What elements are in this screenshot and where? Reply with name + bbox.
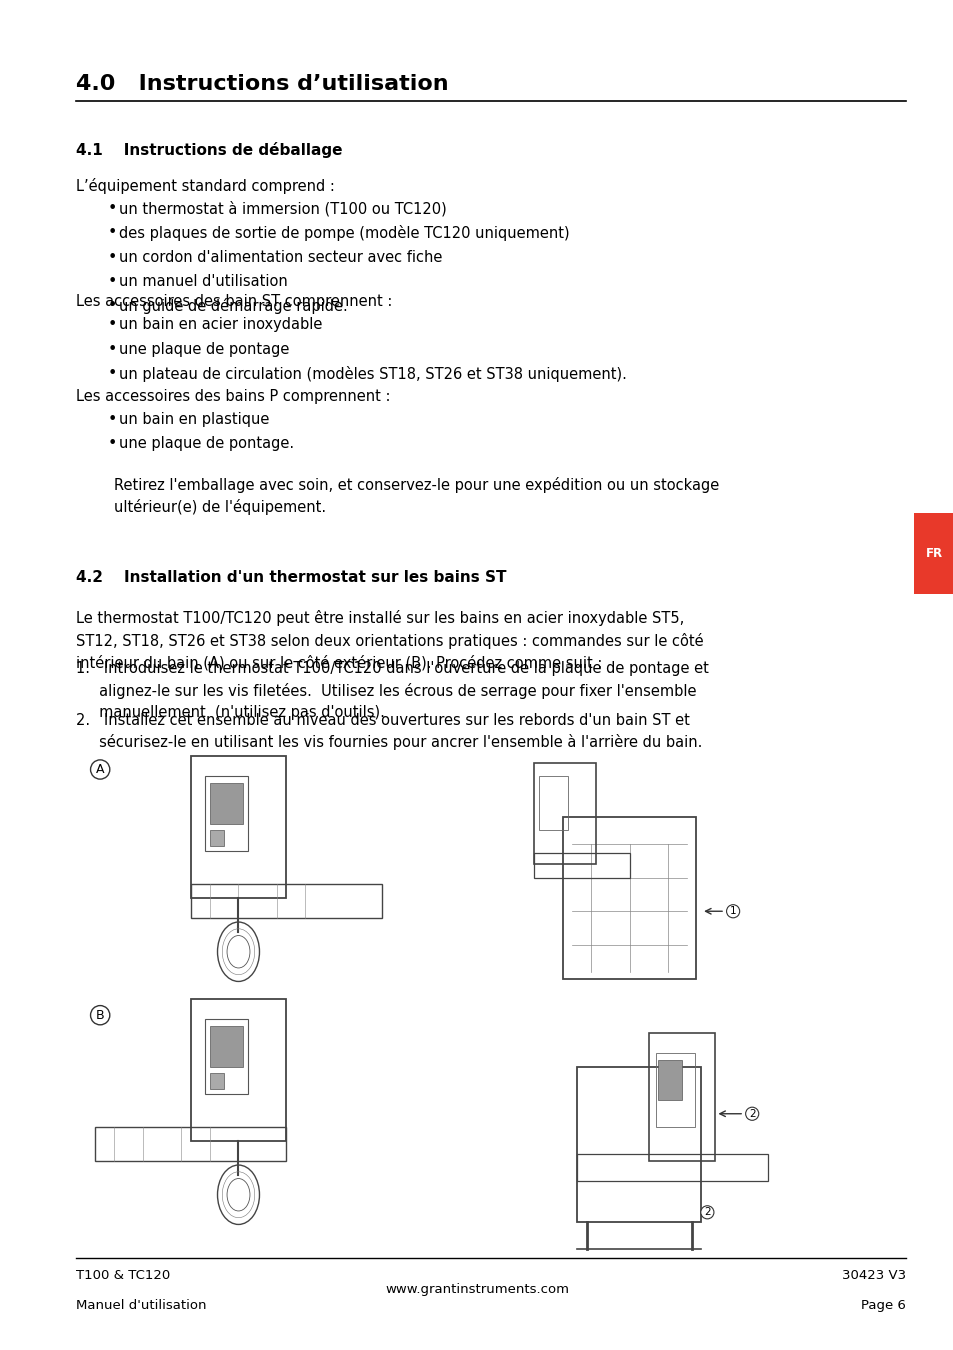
Text: •: • [108, 250, 117, 265]
Text: FR: FR [924, 547, 942, 560]
Text: Page 6: Page 6 [861, 1299, 905, 1312]
Bar [538, 776, 567, 830]
Text: un thermostat à immersion (T100 ou TC120): un thermostat à immersion (T100 ou TC120… [119, 201, 447, 216]
Bar [577, 1066, 700, 1222]
Text: •: • [108, 366, 117, 381]
Text: A: A [96, 763, 104, 776]
Text: Les accessoires des bain ST comprennent :: Les accessoires des bain ST comprennent … [76, 294, 393, 309]
Text: •: • [108, 436, 117, 451]
Text: des plaques de sortie de pompe (modèle TC120 uniquement): des plaques de sortie de pompe (modèle T… [119, 225, 569, 242]
Text: www.grantinstruments.com: www.grantinstruments.com [385, 1282, 568, 1296]
Text: un manuel d'utilisation: un manuel d'utilisation [119, 274, 288, 289]
Bar [95, 1127, 286, 1161]
Text: B: B [95, 1008, 105, 1022]
Text: •: • [108, 342, 117, 356]
Text: 4.2    Installation d'un thermostat sur les bains ST: 4.2 Installation d'un thermostat sur les… [76, 570, 506, 585]
Text: une plaque de pontage.: une plaque de pontage. [119, 436, 294, 451]
Text: Le thermostat T100/TC120 peut être installé sur les bains en acier inoxydable ST: Le thermostat T100/TC120 peut être insta… [76, 610, 703, 671]
Bar [191, 999, 286, 1141]
Bar [648, 1033, 715, 1161]
Bar [210, 1026, 243, 1066]
Text: Les accessoires des bains P comprennent :: Les accessoires des bains P comprennent … [76, 389, 391, 404]
Bar [205, 776, 248, 850]
Bar [658, 1060, 681, 1100]
Text: 2: 2 [748, 1108, 755, 1119]
Bar [534, 853, 629, 878]
Text: •: • [108, 201, 117, 216]
Bar [913, 513, 953, 594]
Bar [562, 817, 696, 979]
Text: •: • [108, 298, 117, 313]
Bar [210, 830, 224, 846]
Bar [191, 884, 381, 918]
Text: •: • [108, 225, 117, 240]
Bar [191, 756, 286, 898]
Text: 1.   Introduisez le thermostat T100/TC120 dans l'ouverture de la plaque de ponta: 1. Introduisez le thermostat T100/TC120 … [76, 662, 708, 720]
Bar [656, 1053, 694, 1127]
Text: T100 & TC120: T100 & TC120 [76, 1269, 171, 1282]
Bar [210, 1073, 224, 1089]
Text: 2.   Installez cet ensemble au niveau des ouvertures sur les rebords d'un bain S: 2. Installez cet ensemble au niveau des … [76, 713, 702, 751]
Text: une plaque de pontage: une plaque de pontage [119, 342, 290, 356]
Text: •: • [108, 412, 117, 427]
Text: L’équipement standard comprend :: L’équipement standard comprend : [76, 178, 335, 194]
Text: 30423 V3: 30423 V3 [841, 1269, 905, 1282]
Text: 2: 2 [703, 1207, 710, 1218]
Text: 4.0   Instructions d’utilisation: 4.0 Instructions d’utilisation [76, 74, 449, 94]
Bar [534, 763, 596, 864]
Text: un plateau de circulation (modèles ST18, ST26 et ST38 uniquement).: un plateau de circulation (modèles ST18,… [119, 366, 626, 382]
Text: 1: 1 [729, 906, 736, 917]
Text: •: • [108, 317, 117, 332]
Text: un bain en acier inoxydable: un bain en acier inoxydable [119, 317, 322, 332]
Text: un bain en plastique: un bain en plastique [119, 412, 270, 427]
Text: 4.1    Instructions de déballage: 4.1 Instructions de déballage [76, 142, 342, 158]
Bar [210, 783, 243, 824]
Bar [577, 1154, 767, 1181]
Text: Manuel d'utilisation: Manuel d'utilisation [76, 1299, 207, 1312]
Text: •: • [108, 274, 117, 289]
Text: un guide de démarrage rapide.: un guide de démarrage rapide. [119, 298, 348, 315]
Text: Retirez l'emballage avec soin, et conservez-le pour une expédition ou un stockag: Retirez l'emballage avec soin, et conser… [114, 477, 719, 516]
Bar [205, 1019, 248, 1094]
Text: un cordon d'alimentation secteur avec fiche: un cordon d'alimentation secteur avec fi… [119, 250, 442, 265]
